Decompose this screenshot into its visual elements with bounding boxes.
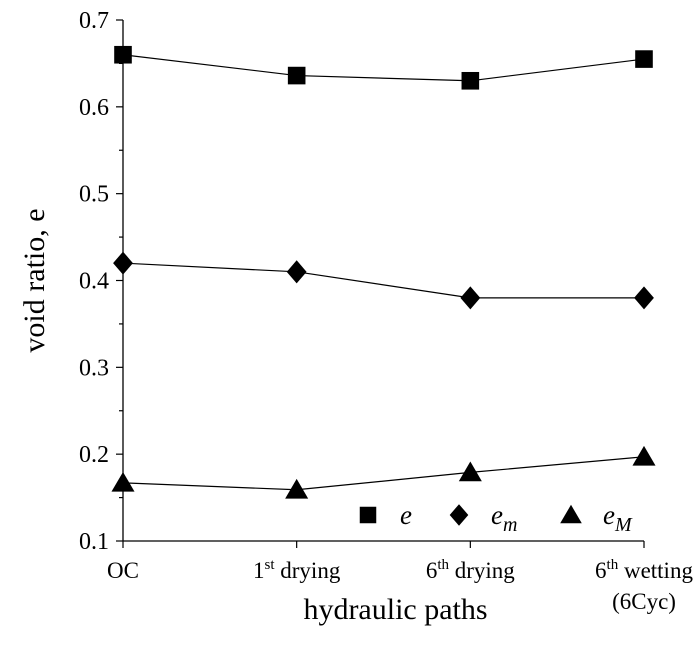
x-tick-label-main: 6 — [426, 558, 438, 583]
x-tick-label-main: 1 — [253, 558, 265, 583]
x-tick-label: 6th drying — [426, 557, 515, 583]
x-tick-label-rest: drying — [449, 558, 515, 583]
y-tick-label: 0.7 — [79, 8, 109, 34]
point-em — [634, 286, 654, 310]
point-eM — [285, 478, 309, 499]
axes — [122, 20, 644, 542]
legend-label-e: e — [400, 500, 412, 530]
x-tick-label-sup: st — [265, 557, 276, 573]
series-line-eM — [122, 456, 645, 491]
series-em — [113, 251, 654, 310]
y-tick-label: 0.1 — [79, 529, 109, 555]
legend-label-main: e — [400, 500, 412, 530]
legend-label-main: e — [491, 500, 503, 530]
x-tick-label: 1st drying — [253, 557, 341, 583]
x-tick-label-sup: th — [437, 557, 449, 573]
series-group — [111, 45, 656, 499]
legend-label-sub: m — [503, 514, 517, 536]
x-tick-label: 6th wetting — [595, 557, 693, 583]
point-eM — [111, 471, 135, 492]
y-axis-title: void ratio, e — [18, 208, 51, 352]
point-e — [114, 45, 132, 64]
x-tick-label-rest: drying — [275, 558, 341, 583]
series-line-em — [122, 262, 644, 299]
legend-label-sub: M — [614, 514, 633, 536]
x-tick-label-sup: th — [607, 557, 619, 573]
point-em — [460, 286, 481, 310]
x-tick-label-main: 6 — [595, 558, 607, 583]
legend-label-eM: eM — [603, 500, 633, 536]
point-e — [635, 50, 653, 68]
point-e — [287, 66, 306, 85]
point-eM — [632, 445, 656, 466]
x-ticks: OC 1st drying 6th drying 6th wetting(6Cyc) — [107, 541, 693, 614]
legend-label-em: em — [491, 500, 517, 536]
point-em — [286, 260, 307, 284]
legend-label-main: e — [603, 500, 615, 530]
y-tick-label: 0.4 — [79, 269, 109, 295]
y-ticks: 0.1 0.2 0.3 0.4 0.5 0.6 0.7 — [79, 8, 123, 555]
y-tick-label: 0.2 — [79, 442, 109, 468]
legend: e em eM — [359, 500, 633, 536]
legend-marker-e — [359, 506, 377, 524]
point-eM — [458, 461, 482, 482]
legend-marker-em — [449, 504, 469, 526]
legend-marker-eM — [560, 504, 582, 524]
x-tick-label-main: OC — [107, 558, 139, 583]
point-em — [113, 251, 133, 275]
x-tick-label-line2: (6Cyc) — [612, 589, 676, 614]
x-tick-label-rest: wetting — [618, 558, 693, 583]
x-axis-title: hydraulic paths — [303, 593, 487, 626]
series-e — [114, 45, 653, 90]
x-tick-label: OC — [107, 558, 139, 583]
y-tick-label: 0.3 — [79, 355, 109, 381]
point-e — [461, 71, 480, 90]
series-eM — [111, 445, 656, 499]
y-tick-label: 0.6 — [79, 95, 109, 121]
y-tick-label: 0.5 — [79, 182, 109, 208]
series-line-e — [122, 54, 645, 82]
